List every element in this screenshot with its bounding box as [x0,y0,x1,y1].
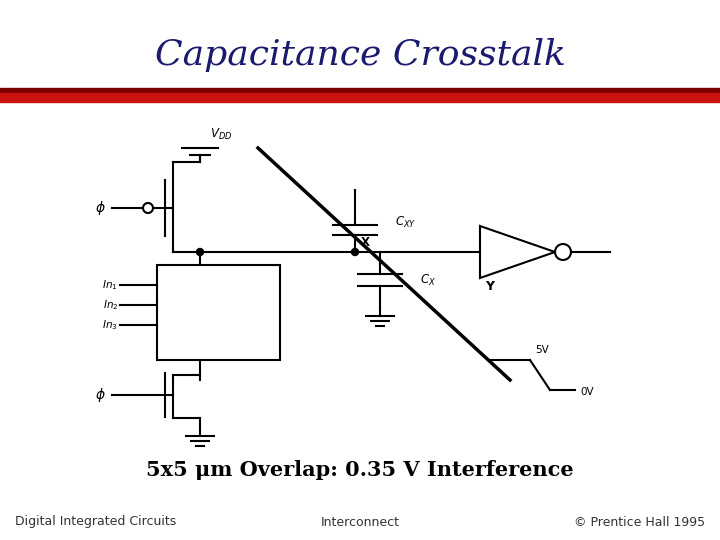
Text: $In_2$: $In_2$ [102,298,118,312]
Circle shape [351,248,359,255]
Text: $In_3$: $In_3$ [102,318,118,332]
Text: Digital Integrated Circuits: Digital Integrated Circuits [15,516,176,529]
Text: PDN: PDN [199,306,238,320]
Text: Y: Y [485,280,495,294]
Text: 5x5 μm Overlap: 0.35 V Interference: 5x5 μm Overlap: 0.35 V Interference [146,460,574,480]
Text: $V_{DD}$: $V_{DD}$ [210,126,233,141]
Circle shape [197,248,204,255]
Text: 0V: 0V [580,387,593,397]
Text: 5V: 5V [535,345,549,355]
Text: Interconnect: Interconnect [320,516,400,529]
Bar [0,93,720,102]
Text: X: X [361,235,369,248]
Bar [0,88,720,93]
Text: © Prentice Hall 1995: © Prentice Hall 1995 [574,516,705,529]
Text: $\phi$: $\phi$ [94,199,105,217]
Bar [157,265,280,360]
Text: Capacitance Crosstalk: Capacitance Crosstalk [155,38,565,72]
Text: $In_1$: $In_1$ [102,278,118,292]
Text: $C_X$: $C_X$ [420,273,436,287]
Text: $C_{XY}$: $C_{XY}$ [395,214,416,230]
Text: $\phi$: $\phi$ [94,386,105,404]
